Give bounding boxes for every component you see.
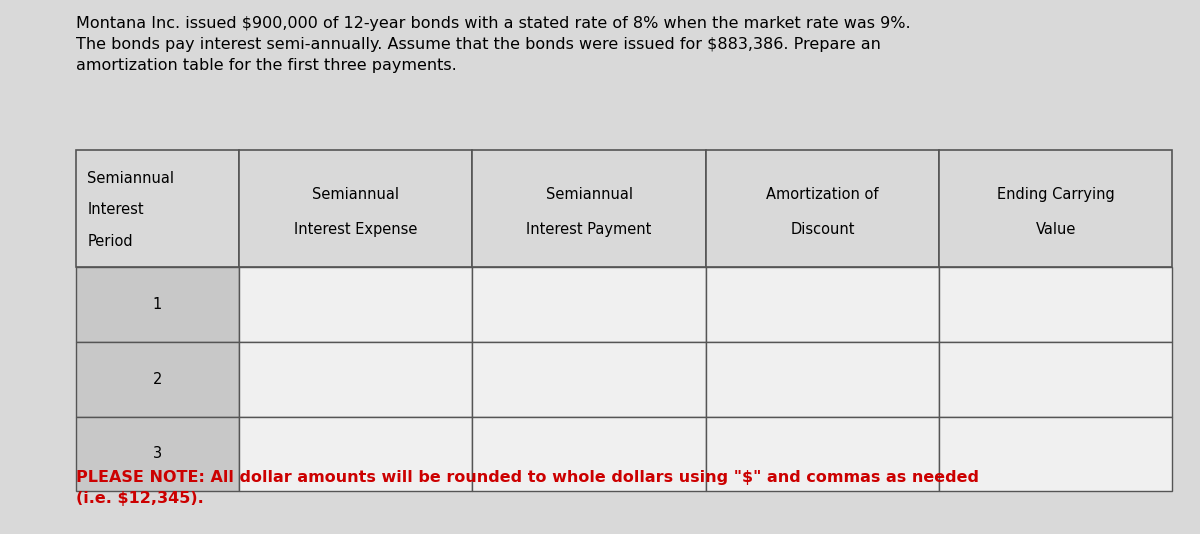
Text: Interest Payment: Interest Payment — [527, 222, 652, 237]
Text: Montana Inc. issued $900,000 of 12-year bonds with a stated rate of 8% when the : Montana Inc. issued $900,000 of 12-year … — [76, 16, 911, 73]
Bar — [76, 267, 239, 342]
Text: Amortization of: Amortization of — [766, 187, 878, 202]
Text: 3: 3 — [152, 446, 162, 461]
Bar — [706, 417, 940, 491]
Text: Semiannual: Semiannual — [546, 187, 632, 202]
Bar — [239, 267, 473, 342]
Text: Interest Expense: Interest Expense — [294, 222, 418, 237]
Text: Value: Value — [1036, 222, 1076, 237]
Text: Ending Carrying: Ending Carrying — [997, 187, 1115, 202]
Bar — [706, 150, 940, 267]
Bar — [940, 150, 1172, 267]
Text: Interest: Interest — [88, 202, 144, 217]
Bar — [473, 150, 706, 267]
Text: PLEASE NOTE: All dollar amounts will be rounded to whole dollars using "$" and c: PLEASE NOTE: All dollar amounts will be … — [76, 470, 979, 506]
Bar — [473, 267, 706, 342]
Text: Discount: Discount — [790, 222, 854, 237]
Bar — [473, 342, 706, 417]
Bar — [940, 342, 1172, 417]
Bar — [76, 150, 239, 267]
Bar — [239, 342, 473, 417]
Bar — [940, 267, 1172, 342]
Bar — [76, 342, 239, 417]
Bar — [76, 417, 239, 491]
Bar — [706, 267, 940, 342]
Text: Semiannual: Semiannual — [88, 171, 174, 186]
Bar — [940, 417, 1172, 491]
Bar — [706, 342, 940, 417]
Bar — [473, 417, 706, 491]
Text: Period: Period — [88, 234, 133, 249]
Bar — [239, 417, 473, 491]
Text: 1: 1 — [152, 297, 162, 312]
Bar — [239, 150, 473, 267]
Text: Semiannual: Semiannual — [312, 187, 400, 202]
Text: 2: 2 — [152, 372, 162, 387]
